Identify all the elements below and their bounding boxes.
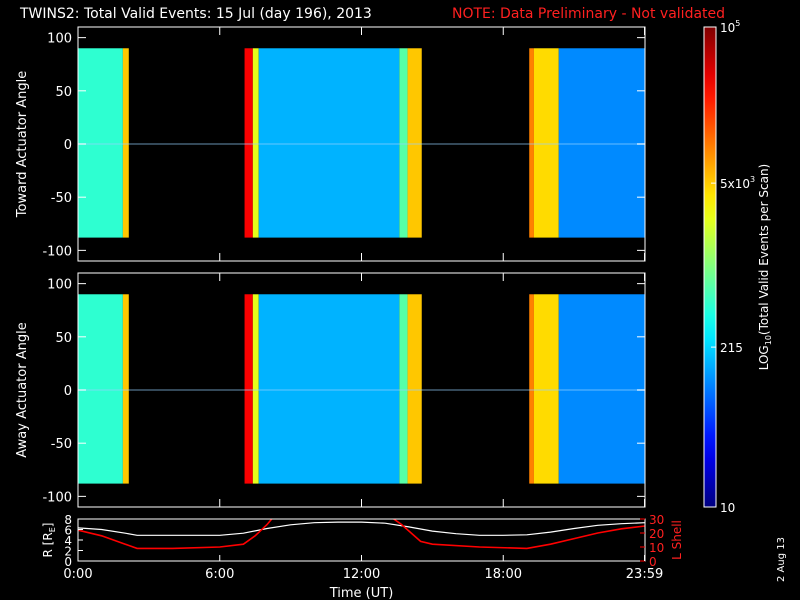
colorbar-label: LOG10(Total Valid Events per Scan): [757, 164, 773, 371]
heatmap-cell: [122, 294, 129, 484]
y-tick-label: -50: [51, 191, 72, 206]
x-tick-label: 0:00: [63, 567, 92, 582]
heatmap-cell: [558, 48, 645, 238]
y-tick-label: 100: [47, 32, 72, 47]
heatmap-cell: [244, 294, 253, 484]
colorbar-tick-label: 10: [720, 501, 735, 515]
y-axis-label: R [RE]: [41, 523, 57, 558]
y-tick-label: 0: [64, 384, 72, 399]
heatmap-cell: [407, 294, 422, 484]
heatmap-cell: [399, 48, 408, 238]
y-tick-label: 4: [64, 534, 72, 548]
x-tick-label: 12:00: [343, 567, 380, 582]
heatmap-cell: [558, 294, 645, 484]
y-tick-label: -100: [42, 244, 72, 259]
heatmap-cell: [533, 294, 559, 484]
y-axis-label: Away Actuator Angle: [15, 322, 30, 457]
colorbar: 105 5x103 215 10 LOG10(Total Valid Events pe…: [703, 19, 773, 515]
y-tick-label: 8: [64, 513, 72, 527]
radius-line: [78, 521, 645, 536]
y2-tick-label: 10: [649, 541, 664, 555]
chart-title: TWINS2: Total Valid Events: 15 Jul (day …: [20, 6, 372, 22]
heatmap-cell: [252, 294, 259, 484]
heatmap-cell: [533, 48, 559, 238]
x-tick-label: 6:00: [205, 567, 234, 582]
y-tick-label: 50: [55, 85, 72, 100]
colorbar-tick-label: 215: [720, 341, 743, 355]
preliminary-note: NOTE: Data Preliminary - Not validated: [452, 6, 726, 22]
y-tick-label: 0: [64, 555, 72, 569]
colorbar-tick-label: 105: [720, 19, 740, 35]
heatmap-cell: [78, 48, 123, 238]
colorbar-tick-label: 5x103: [720, 175, 755, 191]
colorbar-gradient: [703, 26, 717, 508]
heatmap-cell: [258, 294, 400, 484]
y2-tick-label: 20: [649, 527, 664, 541]
heatmap-cell: [529, 48, 534, 238]
y-tick-label: 2: [64, 545, 72, 559]
y-tick-label: -50: [51, 437, 72, 452]
y-tick-label: 0: [64, 138, 72, 153]
panel-frame: [77, 518, 646, 562]
y-tick-label: 100: [47, 278, 72, 293]
away-heatmap-panel: 100 50 0 -50 -100 Away Actuator Angle: [15, 272, 646, 508]
y2-tick-label: 0: [649, 555, 657, 569]
heatmap-cell: [529, 294, 534, 484]
x-axis-label: Time (UT): [329, 586, 394, 600]
y2-tick-label: 30: [649, 513, 664, 527]
heatmap-cell: [407, 48, 422, 238]
x-tick-label: 23:59: [626, 567, 663, 582]
y-tick-label: 50: [55, 331, 72, 346]
y-tick-label: 6: [64, 524, 72, 538]
heatmap-cell: [122, 48, 129, 238]
x-tick-label: 18:00: [485, 567, 522, 582]
heatmap-cell: [258, 48, 400, 238]
heatmap-cell: [244, 48, 253, 238]
heatmap-cell: [399, 294, 408, 484]
toward-heatmap-panel: 100 50 0 -50 -100 Toward Actuator Angle: [15, 26, 646, 262]
heatmap-cell: [252, 48, 259, 238]
lshell-line: [78, 519, 645, 550]
y-tick-label: -100: [42, 490, 72, 505]
heatmap-cell: [78, 294, 123, 484]
y2-axis-label: L Shell: [670, 520, 684, 560]
y-axis-label: Toward Actuator Angle: [15, 71, 30, 218]
